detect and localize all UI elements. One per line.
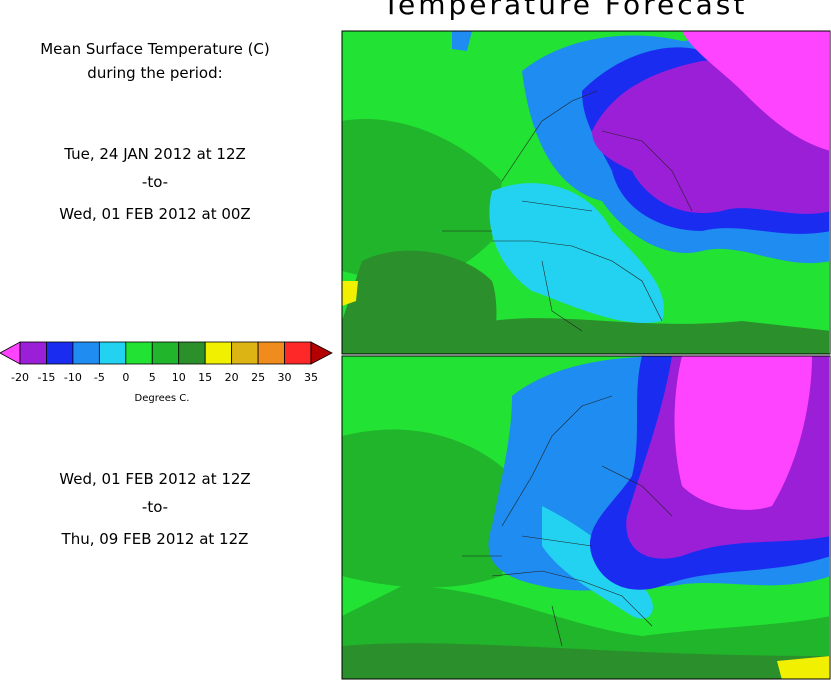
caption-line: Mean Surface Temperature (C) bbox=[40, 40, 270, 58]
color-legend: -20 -15 -10 -5 0 5 10 15 20 25 30 35 bbox=[0, 341, 333, 384]
legend-swatch bbox=[204, 341, 233, 365]
legend-tick-label: 0 bbox=[122, 371, 129, 384]
legend-swatch bbox=[19, 341, 47, 365]
legend-tick-label: 30 bbox=[278, 371, 292, 384]
legend-swatch bbox=[98, 341, 127, 365]
legend-swatch bbox=[257, 341, 285, 365]
legend-swatch bbox=[231, 341, 259, 365]
period-start: Tue, 24 JAN 2012 at 12Z bbox=[63, 145, 246, 163]
legend-label: Degrees C. bbox=[135, 393, 190, 404]
legend-swatch bbox=[46, 341, 74, 365]
legend-tick-label: -15 bbox=[37, 371, 55, 384]
caption-line: during the period: bbox=[87, 64, 222, 82]
map-panel bbox=[341, 30, 831, 355]
map-panel bbox=[341, 355, 831, 680]
legend-tick-label: -5 bbox=[94, 371, 105, 384]
period-separator: -to- bbox=[142, 173, 168, 191]
legend-tick-label: -10 bbox=[64, 371, 82, 384]
legend-tick-label: -20 bbox=[11, 371, 29, 384]
legend-arrow bbox=[310, 341, 333, 365]
legend-swatch bbox=[178, 341, 206, 365]
period-end: Wed, 01 FEB 2012 at 00Z bbox=[59, 205, 250, 223]
legend-arrow bbox=[0, 341, 21, 365]
legend-swatch bbox=[151, 341, 180, 365]
legend-swatch bbox=[284, 341, 312, 365]
legend-tick-label: 35 bbox=[304, 371, 318, 384]
title: Temperature Forecast bbox=[382, 0, 748, 21]
legend-tick-label: 15 bbox=[198, 371, 212, 384]
period-end: Thu, 09 FEB 2012 at 12Z bbox=[61, 530, 249, 548]
legend-tick-label: 20 bbox=[225, 371, 239, 384]
period-start: Wed, 01 FEB 2012 at 12Z bbox=[59, 470, 250, 488]
legend-tick-label: 5 bbox=[149, 371, 156, 384]
legend-swatch bbox=[125, 341, 153, 365]
period-separator: -to- bbox=[142, 498, 168, 516]
legend-tick-label: 10 bbox=[172, 371, 186, 384]
legend-swatch bbox=[72, 341, 100, 365]
legend-tick-label: 25 bbox=[251, 371, 265, 384]
